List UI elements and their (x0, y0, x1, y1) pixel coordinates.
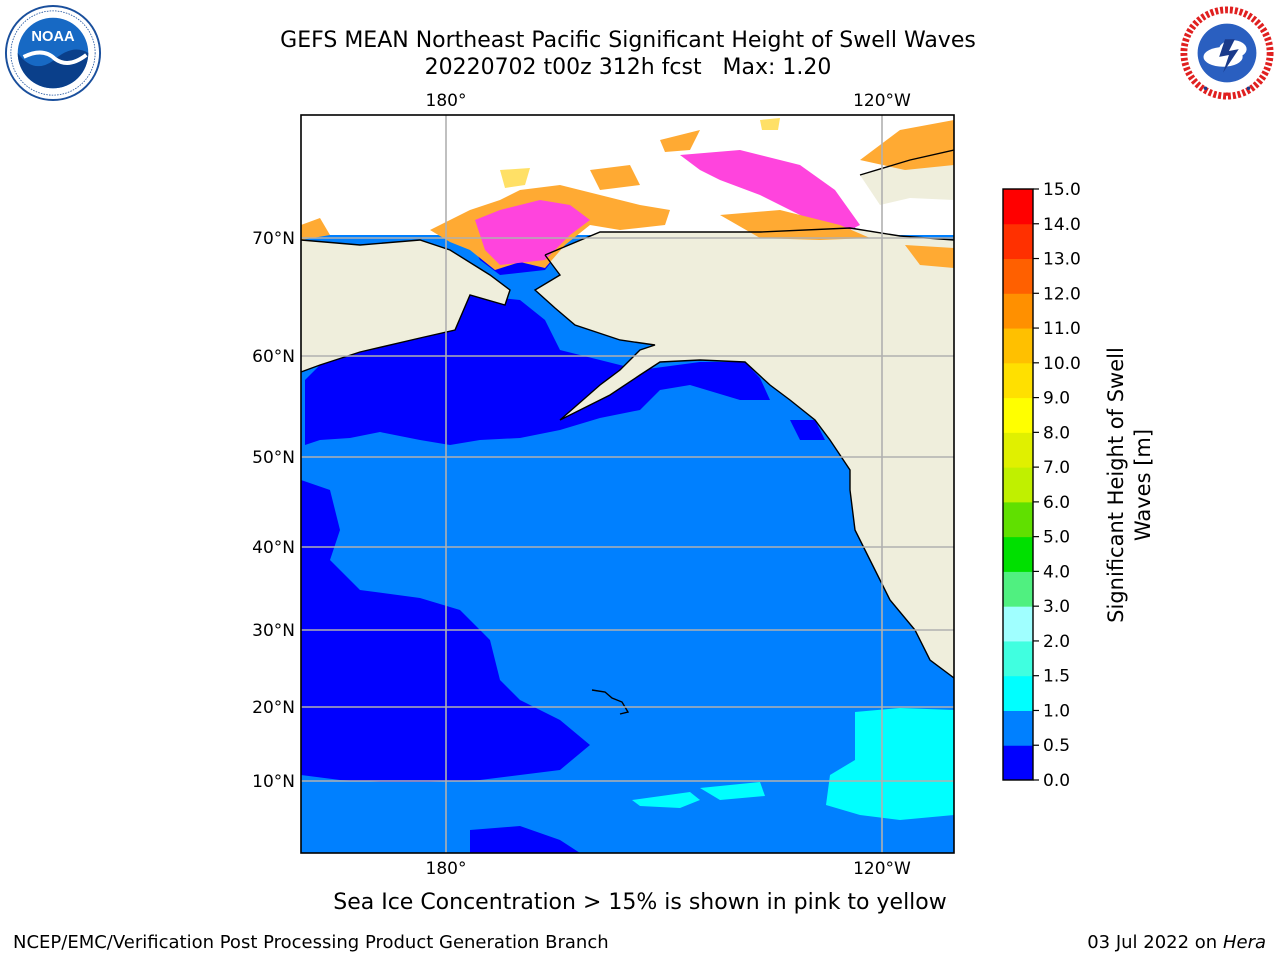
lat-label-30n: 30°N (252, 621, 295, 641)
colorbar-cell (1003, 397, 1033, 433)
chart-title: GEFS MEAN Northeast Pacific Significant … (280, 28, 976, 53)
noaa-logo: NOAA (4, 4, 102, 102)
colorbar-tick-label: 15.0 (1043, 180, 1081, 200)
colorbar-tick-label: 11.0 (1043, 319, 1081, 339)
colorbar-cell (1003, 640, 1033, 677)
footer-date-text: 03 Jul 2022 on (1087, 932, 1223, 953)
lon-label-top-180: 180° (426, 91, 467, 111)
colorbar-tick-label: 2.0 (1043, 632, 1070, 652)
colorbar-cell (1003, 362, 1033, 399)
sea-ice-caption: Sea Ice Concentration > 15% is shown in … (333, 890, 947, 915)
colorbar-tick-label: 4.0 (1043, 562, 1070, 582)
colorbar-cell (1003, 710, 1033, 746)
colorbar-tick-label: 14.0 (1043, 215, 1081, 235)
colorbar-tick-label: 13.0 (1043, 250, 1081, 270)
svg-text:NOAA: NOAA (31, 29, 75, 45)
colorbar-tick-label: 3.0 (1043, 597, 1070, 617)
nws-logo (1179, 5, 1275, 101)
lat-label-70n: 70°N (252, 229, 295, 249)
lat-label-20n: 20°N (252, 698, 295, 718)
colorbar-cell (1003, 675, 1033, 711)
colorbar-tick-label: 5.0 (1043, 528, 1070, 548)
colorbar-cell (1003, 606, 1033, 642)
map-frame (300, 114, 955, 854)
colorbar-tick-label: 1.5 (1043, 667, 1070, 687)
coastlines (301, 149, 954, 715)
colorbar-tick-label: 6.0 (1043, 493, 1070, 513)
colorbar-cell (1003, 189, 1033, 225)
lon-label-top-120w: 120°W (853, 91, 911, 111)
colorbar-tick-label: 10.0 (1043, 354, 1081, 374)
footer-date: 03 Jul 2022 on Hera (1087, 932, 1266, 953)
lat-label-50n: 50°N (252, 448, 295, 468)
colorbar-label-line1: Significant Height of Swell (1104, 347, 1128, 623)
colorbar-cell (1003, 571, 1033, 607)
colorbar-cell (1003, 536, 1033, 572)
colorbar-label-line2: Waves [m] (1131, 429, 1155, 541)
lat-label-10n: 10°N (252, 772, 295, 792)
colorbar-tick-label: 0.0 (1043, 771, 1070, 791)
lat-label-60n: 60°N (252, 347, 295, 367)
sea-ice (301, 118, 954, 270)
colorbar-frame (1002, 188, 1034, 781)
colorbar-cell (1003, 293, 1033, 329)
colorbar-tick-label: 12.0 (1043, 284, 1081, 304)
high-swell-regions (632, 708, 954, 820)
colorbar-cell (1003, 745, 1033, 781)
colorbar-tick-label: 9.0 (1043, 389, 1070, 409)
colorbar-cell (1003, 501, 1033, 538)
colorbar-tick-label: 1.0 (1043, 701, 1070, 721)
colorbar-cell (1003, 258, 1033, 294)
footer-host: Hera (1222, 932, 1266, 953)
chart-subtitle: 20220702 t00z 312h fcst Max: 1.20 (424, 55, 832, 80)
colorbar-cell (1003, 432, 1033, 468)
colorbar-tick-label: 0.5 (1043, 736, 1070, 756)
footer-credit: NCEP/EMC/Verification Post Processing Pr… (13, 932, 609, 953)
lat-label-40n: 40°N (252, 538, 295, 558)
colorbar-cell (1003, 467, 1033, 503)
colorbar-tick-label: 7.0 (1043, 458, 1070, 478)
colorbar-cell (1003, 223, 1033, 260)
graticule (301, 115, 954, 853)
colorbar-tick-label: 8.0 (1043, 423, 1070, 443)
lon-label-bottom-180: 180° (426, 859, 467, 879)
colorbar-cell (1003, 328, 1033, 364)
lon-label-bottom-120w: 120°W (853, 859, 911, 879)
